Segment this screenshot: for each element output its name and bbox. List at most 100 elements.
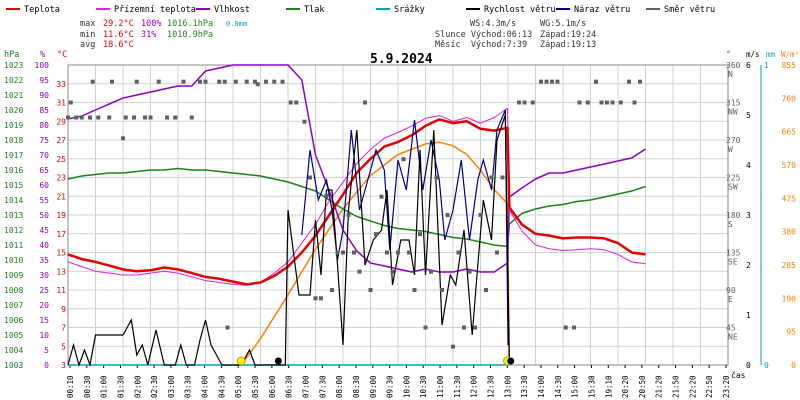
x-tick-label: 00:30 [83,375,92,398]
wind-dir-point [401,157,406,162]
stat-avg-label: avg [80,40,95,50]
temp-tick-label: 17 [56,230,66,239]
pct-tick-label: 40 [39,241,49,250]
hpa-tick-label: 1019 [4,121,23,130]
wind-dir-point [484,288,488,292]
wind-dir-point [462,325,466,330]
wind-dir-point [308,175,312,180]
dir-tick-sector: S [728,220,733,229]
pct-tick-label: 15 [39,316,49,325]
moonset-marker [507,357,515,365]
chart-grid [67,64,729,366]
wind-dir-point [335,250,340,255]
series-line-humidity [67,64,646,273]
temp-tick-label: 9 [61,305,66,314]
wind-dir-point [374,232,378,237]
wind-dir-point [189,115,194,120]
series-line-pressure [67,167,646,248]
x-tick-label: 05:00 [234,375,243,398]
temp-tick-label: 23 [56,174,66,183]
wind-dir-point [79,115,84,120]
wind-dir-point [467,269,472,274]
legend-label: Srážky [394,5,425,15]
dir-tick-label: 360 [726,61,741,70]
wind-dir-point [173,115,178,120]
pct-tick-label: 70 [39,151,49,160]
wind-dir-point [572,325,576,330]
moon-rise: Měsíc Východ:7:39 [435,40,527,50]
sunrise-marker [236,356,246,366]
hpa-tick-label: 1022 [4,76,23,85]
dir-tick-sector: NW [728,108,738,117]
x-tick-label: 01:00 [100,375,109,398]
legend-label: Směr větru [664,5,715,15]
wind-dir-point [148,115,153,120]
dir-tick-label: 135 [726,249,741,258]
wind-dir-point [627,79,631,84]
pct-tick-label: 35 [39,256,49,265]
x-tick-label: 23:20 [722,375,731,398]
wind-dir-point [181,79,186,84]
wind-dir-point [610,100,615,105]
series-line-sun [240,141,511,366]
wind-dir-point [451,344,455,349]
stat-min-label: min [80,30,95,40]
wind-tick-label: 2 [746,261,751,270]
wind-dir-point [618,100,623,105]
x-tick-label: 11:00 [436,375,445,398]
wind-dir-point [368,288,373,292]
chart-date: 5.9.2024 [370,52,433,67]
dir-tick-label: 270 [726,136,741,145]
x-tick-label: 02:30 [150,375,159,398]
dir-tick-sector: W [728,145,733,154]
temp-tick-label: 15 [56,249,66,258]
x-tick-label: 21:50 [672,375,681,398]
hpa-tick-label: 1023 [4,61,23,70]
x-tick-label: 20:50 [638,375,647,398]
pct-tick-label: 20 [39,301,49,310]
hpa-tick-label: 1005 [4,331,23,340]
temp-tick-label: 19 [56,211,66,220]
wind-dir-point [577,100,582,105]
series-line-gust [301,109,509,346]
dir-tick-label: 90 [726,286,736,295]
solar-tick-label: 760 [782,94,797,103]
wind-dir-point [632,100,637,105]
unit-cas: čas [731,370,746,380]
hpa-tick-label: 1013 [4,211,23,220]
temp-tick-label: 29 [56,117,66,126]
moon-set: Západ:19:13 [540,40,596,50]
wind-tick-label: 1 [746,311,751,320]
wind-dir-point [272,79,277,84]
dir-tick-label: 225 [726,174,741,183]
unit-wm2: W/m² [781,50,799,59]
stat-max-press: 1016.1hPa [167,19,213,29]
wind-dir-point [423,325,428,330]
wind-dir-point [563,325,568,330]
legend-label: Tlak [304,5,324,15]
hpa-tick-label: 1007 [4,301,23,310]
stat-min-press: 1010.9hPa [167,30,213,40]
dir-tick-sector: E [728,295,733,304]
x-tick-label: 06:00 [268,375,277,398]
chart-axes: 1003100410051006100710081009101010111012… [4,61,796,398]
x-tick-label: 14:00 [537,375,546,398]
hpa-tick-label: 1020 [4,106,23,115]
rain-tick-label: 1 [764,61,769,70]
moonrise-marker [274,357,282,365]
wind-dir-point [555,79,560,84]
chart-legend: Teplota Přízemní teplota Vlhkost Tlak Srážky… [6,5,715,15]
wind-dir-point [346,213,351,217]
wind-dir-point [280,79,285,84]
hpa-tick-label: 1012 [4,226,23,235]
x-tick-label: 19:10 [604,375,613,398]
stat-max-rain: 0.0mm [226,20,247,28]
x-tick-label: 09:00 [369,375,378,398]
pct-tick-label: 80 [39,121,49,130]
wind-dir-point [217,79,222,84]
wind-dir-point [478,213,483,217]
stat-min-temp: 11.6°C [103,30,134,40]
wind-dir-point [253,79,257,84]
solar-tick-label: 665 [782,128,797,137]
wind-dir-point [294,100,299,105]
